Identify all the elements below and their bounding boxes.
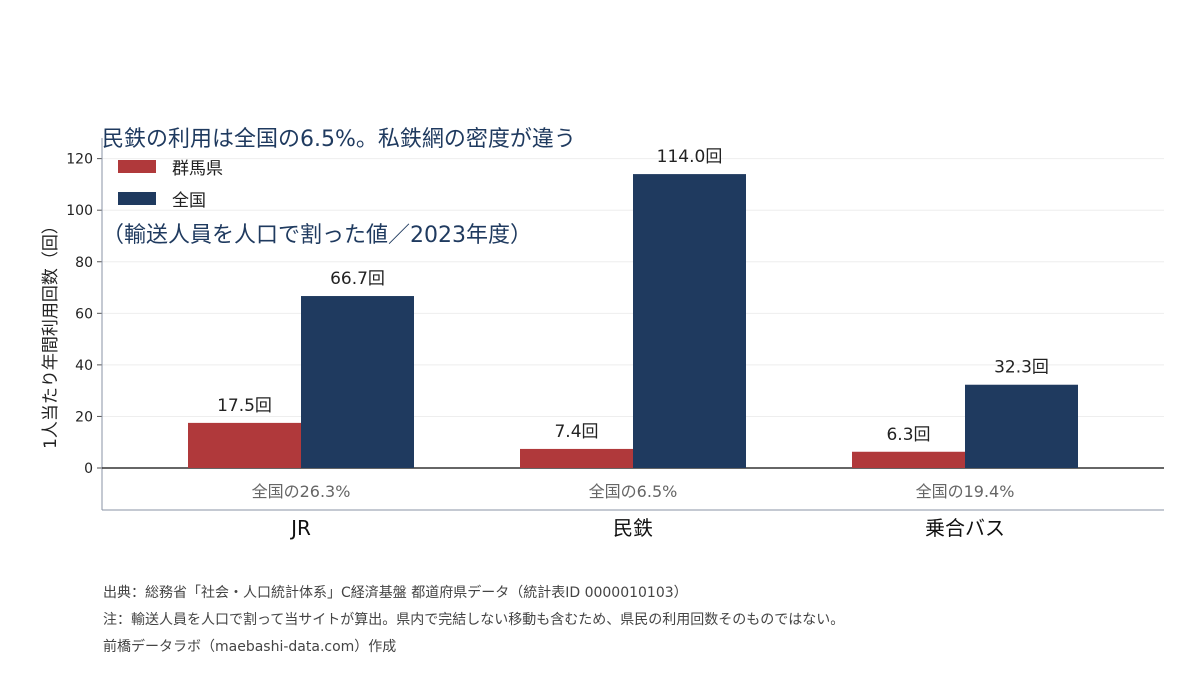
data-label: 114.0回 [657,147,723,167]
legend-swatch-national [118,191,156,205]
ratio-label: 全国の26.3% [252,482,351,501]
y-tick-label: 120 [66,152,93,168]
data-label: 6.3回 [886,425,930,445]
y-tick-label: 40 [75,358,93,374]
bar-gunma [520,448,633,468]
ratio-label: 全国の6.5% [589,482,678,501]
y-tick-label: 80 [75,255,93,271]
legend-item-national: 全国 [118,182,223,214]
bar-gunma [188,422,301,468]
legend-swatch-gunma [118,159,156,173]
y-tick-label: 60 [75,306,93,322]
data-label: 66.7回 [330,269,385,289]
source-note: 出典：総務省「社会・人口統計体系」C経済基盤 都道府県データ（統計表ID 000… [103,585,688,601]
legend-label-gunma: 群馬県 [172,158,223,179]
data-label: 17.5回 [217,396,272,416]
y-tick-label: 100 [66,203,93,219]
legend: 群馬県 全国 [118,150,223,214]
legend-item-gunma: 群馬県 [118,150,223,182]
ratio-label: 全国の19.4% [916,482,1015,501]
chart-title-line1: 民鉄の利用は全国の6.5%。私鉄網の密度が違う [102,127,576,152]
chart-title-line2: （輸送人員を人口で割った値／2023年度） [102,223,532,248]
y-tick-label: 20 [75,409,93,425]
bar-national [965,384,1078,468]
credit-note: 前橋データラボ（maebashi-data.com）作成 [103,639,397,655]
chart-title: 民鉄の利用は全国の6.5%。私鉄網の密度が違う （輸送人員を人口で割った値／20… [102,60,576,284]
data-label: 7.4回 [554,422,598,442]
bar-national [301,296,414,468]
bar-gunma [852,451,965,468]
x-tick-label: 民鉄 [613,516,653,540]
x-tick-label: 乗合バス [925,516,1005,540]
x-tick-label: JR [289,516,311,540]
legend-label-national: 全国 [172,190,206,211]
data-label: 32.3回 [994,358,1049,378]
bar-national [633,174,746,468]
y-tick-label: 0 [84,461,93,477]
y-axis-label: 1人当たり年間利用回数（回） [41,217,61,449]
footer: 出典：総務省「社会・人口統計体系」C経済基盤 都道府県データ（統計表ID 000… [103,580,844,661]
method-note: 注：輸送人員を人口で割って当サイトが算出。県内で完結しない移動も含むため、県民の… [103,612,845,628]
